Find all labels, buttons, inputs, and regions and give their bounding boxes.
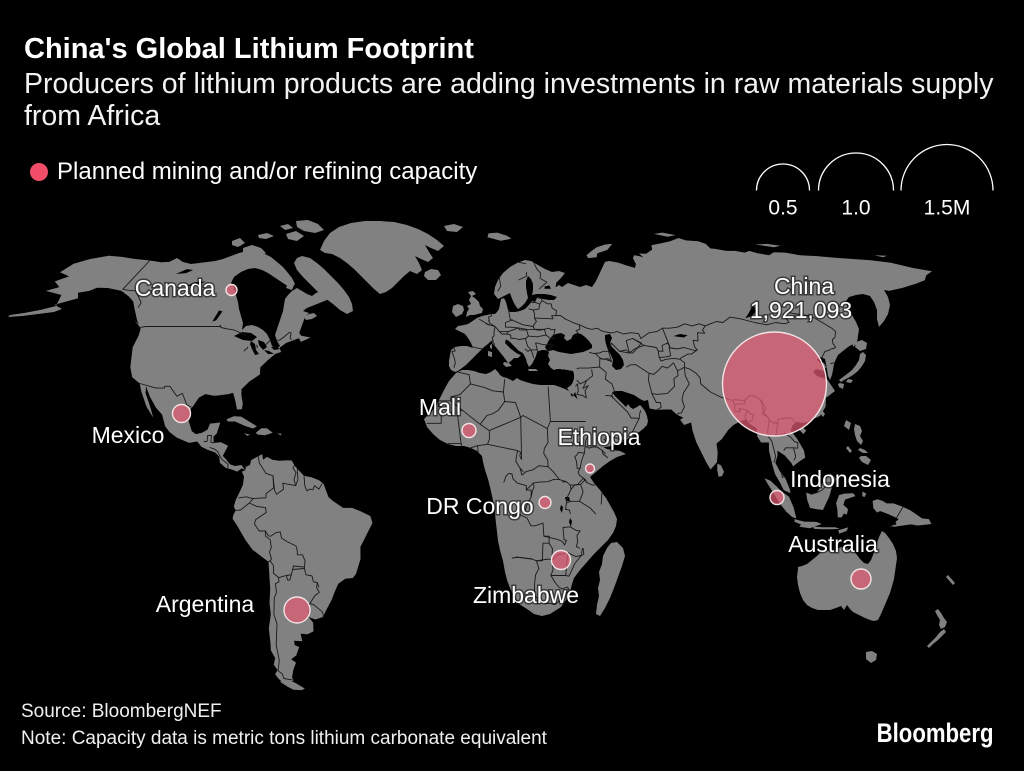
svg-text:Mexico: Mexico bbox=[92, 422, 165, 448]
svg-text:DR Congo: DR Congo bbox=[426, 493, 533, 519]
svg-text:1,921,093: 1,921,093 bbox=[750, 297, 852, 323]
svg-text:1.0: 1.0 bbox=[841, 197, 870, 220]
svg-text:Australia: Australia bbox=[788, 531, 878, 557]
svg-text:Canada: Canada bbox=[135, 275, 216, 301]
svg-text:Ethiopia: Ethiopia bbox=[557, 424, 640, 450]
svg-text:China: China bbox=[774, 273, 834, 299]
svg-text:Zimbabwe: Zimbabwe bbox=[473, 582, 579, 608]
svg-text:0.5: 0.5 bbox=[768, 197, 797, 220]
svg-text:Argentina: Argentina bbox=[156, 591, 255, 617]
svg-text:Indonesia: Indonesia bbox=[790, 466, 890, 492]
svg-text:1.5M: 1.5M bbox=[924, 197, 971, 220]
svg-text:Mali: Mali bbox=[419, 394, 461, 420]
